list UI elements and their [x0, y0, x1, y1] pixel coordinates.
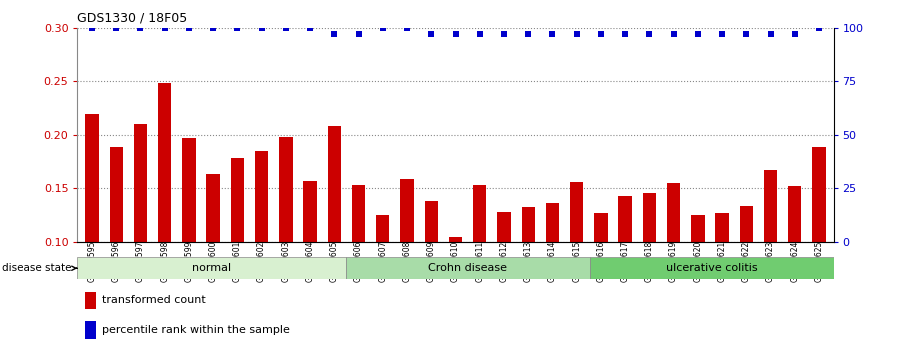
Bar [158, 83, 171, 345]
Bar [449, 237, 462, 345]
Text: GSM29622: GSM29622 [742, 241, 751, 282]
Text: transformed count: transformed count [102, 295, 205, 305]
Bar [352, 185, 365, 345]
Text: normal: normal [192, 263, 231, 273]
Text: GSM29624: GSM29624 [790, 241, 799, 282]
Text: GSM29607: GSM29607 [378, 241, 387, 282]
Text: GSM29603: GSM29603 [281, 241, 291, 282]
Text: ulcerative colitis: ulcerative colitis [666, 263, 757, 273]
Text: GSM29617: GSM29617 [620, 241, 630, 282]
Bar [425, 201, 438, 345]
Text: GSM29623: GSM29623 [766, 241, 775, 282]
Text: GSM29595: GSM29595 [87, 241, 97, 282]
Text: GSM29618: GSM29618 [645, 241, 654, 282]
Text: GSM29611: GSM29611 [476, 241, 485, 282]
Bar [473, 185, 486, 345]
Bar [521, 207, 535, 345]
Bar [813, 147, 825, 345]
Text: GSM29615: GSM29615 [572, 241, 581, 282]
Bar [303, 180, 317, 345]
Text: GSM29616: GSM29616 [597, 241, 606, 282]
Bar [328, 126, 341, 345]
Bar [764, 170, 777, 345]
Bar [400, 179, 414, 345]
Bar [643, 193, 656, 345]
Bar [86, 114, 98, 345]
Bar [376, 215, 390, 345]
Text: Crohn disease: Crohn disease [428, 263, 507, 273]
Bar [667, 183, 681, 345]
Text: GSM29610: GSM29610 [451, 241, 460, 282]
Bar [740, 206, 753, 345]
Bar [182, 138, 196, 345]
Text: disease state: disease state [2, 263, 77, 273]
Text: GSM29625: GSM29625 [814, 241, 824, 282]
Text: GSM29600: GSM29600 [209, 241, 218, 282]
Text: GSM29614: GSM29614 [548, 241, 557, 282]
Bar [85, 292, 97, 309]
Text: GSM29621: GSM29621 [718, 241, 727, 282]
Text: GSM29609: GSM29609 [426, 241, 435, 282]
Bar [346, 257, 589, 279]
Bar [691, 215, 704, 345]
Bar [619, 196, 632, 345]
Bar [589, 257, 834, 279]
Bar [715, 213, 729, 345]
Bar [134, 124, 147, 345]
Text: GSM29597: GSM29597 [136, 241, 145, 282]
Bar [546, 203, 559, 345]
Bar [77, 257, 346, 279]
Bar [570, 181, 583, 345]
Text: GSM29612: GSM29612 [499, 241, 508, 282]
Bar [255, 150, 268, 345]
Text: GSM29599: GSM29599 [184, 241, 193, 282]
Text: GSM29606: GSM29606 [354, 241, 363, 282]
Text: percentile rank within the sample: percentile rank within the sample [102, 325, 290, 335]
Bar [788, 186, 802, 345]
Text: GSM29608: GSM29608 [403, 241, 412, 282]
Text: GSM29604: GSM29604 [305, 241, 314, 282]
Text: GSM29619: GSM29619 [669, 241, 678, 282]
Text: GDS1330 / 18F05: GDS1330 / 18F05 [77, 11, 188, 24]
Text: GSM29613: GSM29613 [524, 241, 533, 282]
Bar [279, 137, 292, 345]
Text: GSM29601: GSM29601 [233, 241, 242, 282]
Text: GSM29598: GSM29598 [160, 241, 169, 282]
Bar [109, 147, 123, 345]
Bar [497, 211, 511, 345]
Bar [594, 213, 608, 345]
Text: GSM29605: GSM29605 [330, 241, 339, 282]
Text: GSM29620: GSM29620 [693, 241, 702, 282]
Bar [207, 174, 220, 345]
Bar [230, 158, 244, 345]
Bar [85, 322, 97, 339]
Text: GSM29602: GSM29602 [257, 241, 266, 282]
Text: GSM29596: GSM29596 [112, 241, 121, 282]
